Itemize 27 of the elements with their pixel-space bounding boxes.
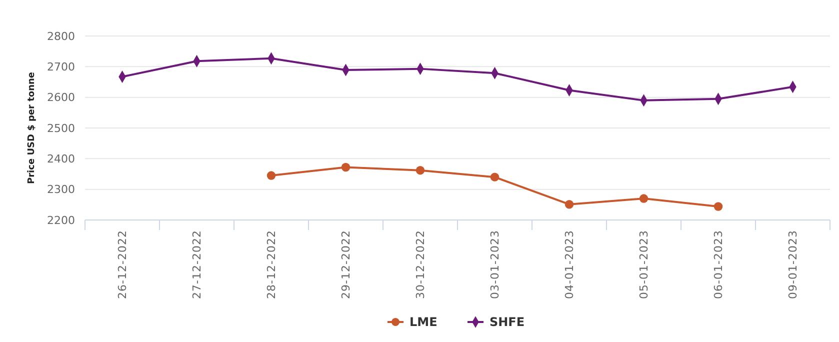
- x-tick-label: 27-12-2022: [190, 230, 204, 299]
- point: [490, 172, 500, 182]
- y-tick-label: 2300: [47, 183, 75, 196]
- point: [639, 194, 648, 203]
- x-tick-label: 26-12-2022: [116, 230, 130, 299]
- y-axis-title: Price USD $ per tonne: [27, 72, 37, 184]
- legend-label: SHFE: [490, 315, 525, 330]
- y-tick-label: 2200: [47, 214, 75, 227]
- x-tick-label: 05-01-2023: [638, 230, 651, 299]
- point: [341, 162, 350, 172]
- y-tick-label: 2400: [47, 152, 75, 166]
- x-tick-label: 29-12-2022: [340, 230, 353, 299]
- y-tick-label: 2500: [47, 122, 75, 135]
- point: [714, 202, 723, 211]
- y-tick-label: 2800: [47, 30, 75, 43]
- legend-label: LME: [410, 315, 438, 330]
- x-tick-label: 28-12-2022: [265, 230, 278, 299]
- x-tick-label: 30-12-2022: [414, 230, 428, 299]
- x-tick-label: 09-01-2023: [786, 230, 800, 299]
- x-tick-label: 03-01-2023: [488, 230, 502, 299]
- x-tick-label: 04-01-2023: [563, 230, 576, 299]
- y-tick-label: 2600: [47, 91, 75, 104]
- y-tick-label: 2700: [47, 60, 75, 74]
- x-tick-label: 06-01-2023: [712, 230, 726, 299]
- point: [564, 200, 574, 209]
- point: [416, 166, 425, 175]
- point: [266, 171, 276, 180]
